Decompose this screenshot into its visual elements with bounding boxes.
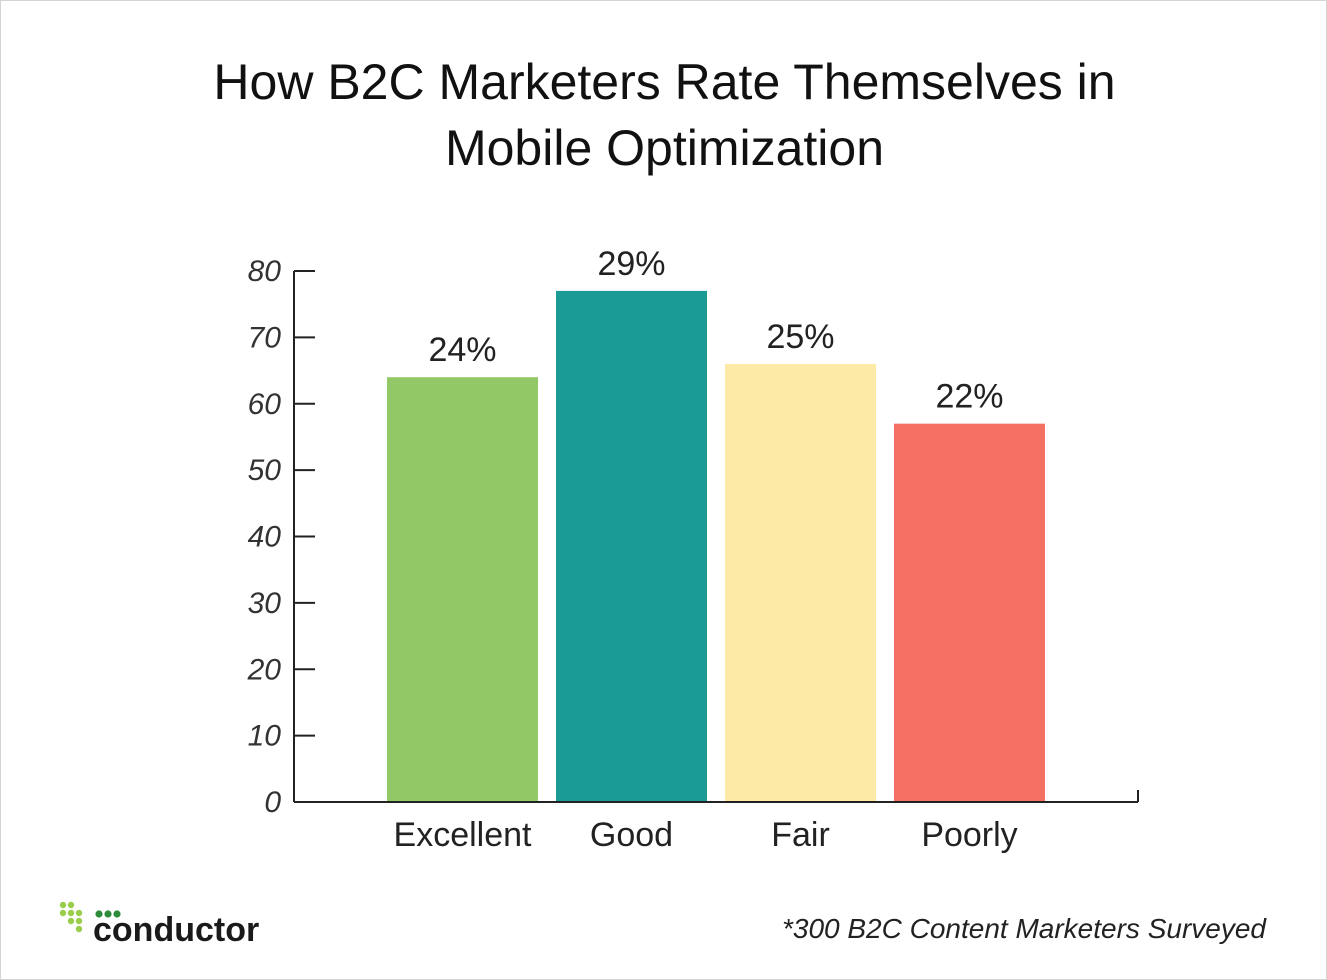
y-tick-label: 40 bbox=[248, 521, 282, 554]
x-category-label: Excellent bbox=[394, 816, 533, 854]
y-tick-label: 20 bbox=[247, 653, 282, 686]
bar-excellent bbox=[387, 377, 538, 801]
x-category-label: Good bbox=[590, 816, 673, 854]
y-tick-label: 0 bbox=[264, 786, 281, 819]
data-label-excellent: 24% bbox=[428, 331, 496, 369]
chart-title-line-1: How B2C Marketers Rate Themselves in bbox=[213, 54, 1116, 110]
data-label-fair: 25% bbox=[766, 318, 834, 356]
x-category-label: Poorly bbox=[921, 816, 1017, 854]
y-tick-label: 80 bbox=[248, 255, 282, 288]
logo-wordmark: conductor bbox=[93, 911, 260, 949]
y-tick-label: 30 bbox=[248, 587, 282, 620]
y-tick-label: 60 bbox=[248, 388, 282, 421]
y-axis: 0 10 20 30 40 50 60 70 80 bbox=[247, 255, 315, 819]
data-label-poorly: 22% bbox=[935, 378, 1003, 416]
logo-green-dots-icon bbox=[95, 910, 121, 918]
x-category-label: Fair bbox=[771, 816, 830, 854]
y-tick-label: 10 bbox=[248, 720, 282, 753]
y-tick-label: 70 bbox=[248, 321, 282, 354]
bars bbox=[387, 290, 1045, 801]
chart-title-line-2: Mobile Optimization bbox=[444, 120, 885, 176]
bar-poorly bbox=[894, 423, 1045, 801]
chart-title: How B2C Marketers Rate Themselves in Mob… bbox=[1, 49, 1327, 181]
bar-chart: 0 10 20 30 40 50 60 70 80 24% 29% 25% 22% Excellent… bbox=[247, 245, 1139, 854]
y-tick-label: 50 bbox=[248, 454, 282, 487]
bar-good bbox=[556, 290, 707, 801]
conductor-logo: conductor bbox=[59, 897, 279, 957]
footnote: *300 B2C Content Marketers Surveyed bbox=[781, 913, 1266, 944]
bar-fair bbox=[725, 363, 876, 801]
logo-dots-icon bbox=[59, 901, 83, 933]
data-labels: 24% 29% 25% 22% bbox=[428, 245, 1003, 416]
data-label-good: 29% bbox=[597, 245, 665, 283]
x-axis: Excellent Good Fair Poorly bbox=[294, 790, 1139, 854]
